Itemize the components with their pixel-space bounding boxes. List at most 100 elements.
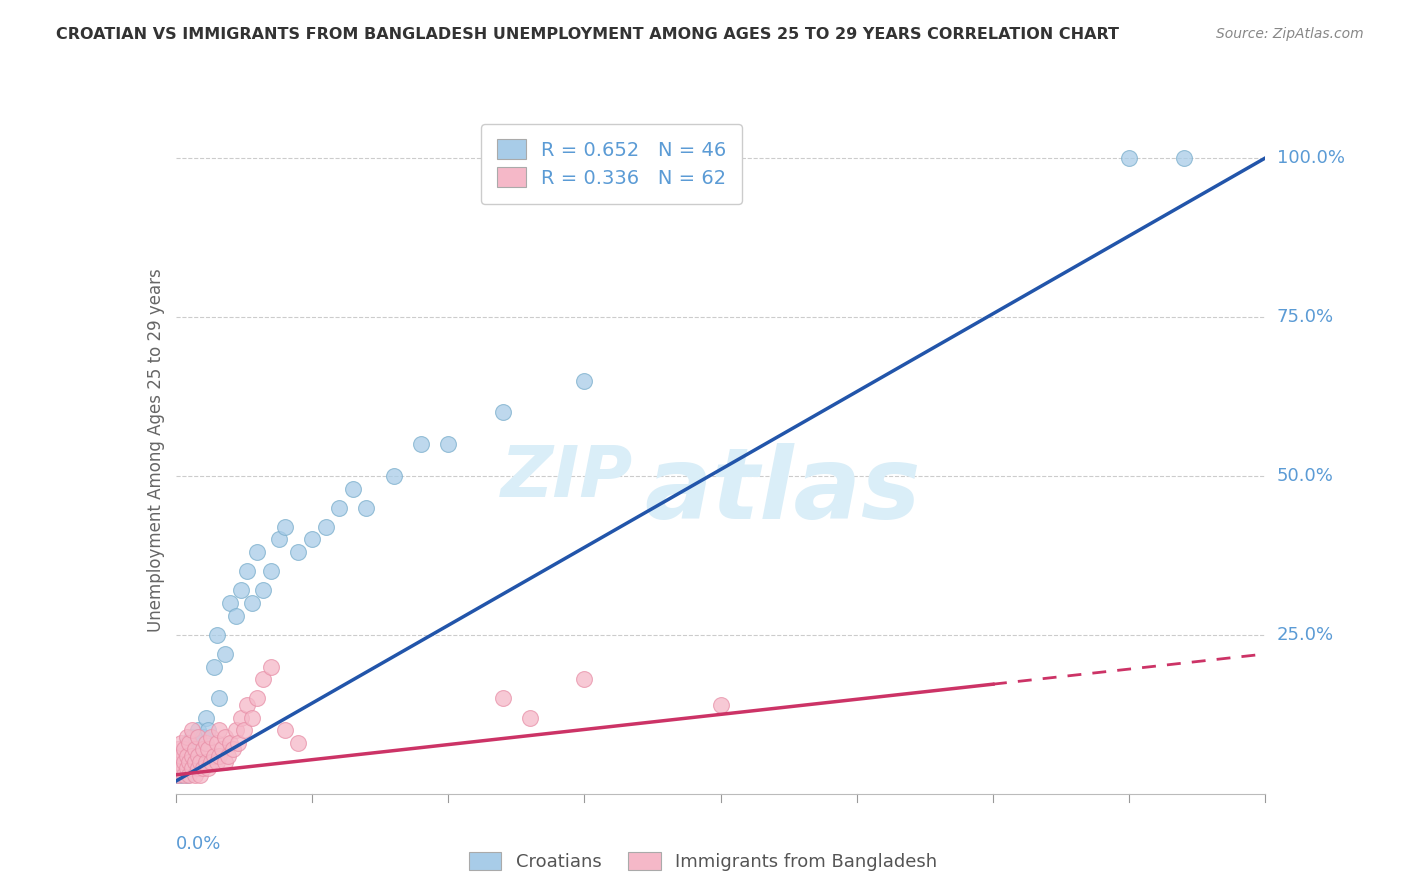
Point <box>179 736 201 750</box>
Point <box>211 742 233 756</box>
Point <box>188 768 211 782</box>
Point <box>165 748 187 763</box>
Point <box>219 736 242 750</box>
Point <box>231 583 253 598</box>
Point <box>208 748 231 763</box>
Point <box>173 768 195 782</box>
Point <box>167 755 190 769</box>
Point <box>191 742 214 756</box>
Point <box>173 755 195 769</box>
Text: atlas: atlas <box>644 443 921 541</box>
Point <box>409 437 432 451</box>
Point <box>179 755 201 769</box>
Text: CROATIAN VS IMMIGRANTS FROM BANGLADESH UNEMPLOYMENT AMONG AGES 25 TO 29 YEARS CO: CROATIAN VS IMMIGRANTS FROM BANGLADESH U… <box>56 27 1119 42</box>
Point <box>205 755 228 769</box>
Point <box>260 659 283 673</box>
Point <box>176 736 198 750</box>
Point <box>219 596 242 610</box>
Point <box>200 755 222 769</box>
Text: 25.0%: 25.0% <box>1277 626 1334 644</box>
Point <box>179 768 201 782</box>
Point <box>356 500 378 515</box>
Point <box>186 748 209 763</box>
Point <box>208 691 231 706</box>
Point <box>246 545 269 559</box>
Point <box>186 761 209 775</box>
Point <box>217 748 239 763</box>
Point <box>231 710 253 724</box>
Text: ZIP: ZIP <box>501 443 633 512</box>
Point <box>170 748 193 763</box>
Point <box>519 710 541 724</box>
Point <box>287 545 309 559</box>
Point <box>342 482 364 496</box>
Point <box>191 761 214 775</box>
Text: 0.0%: 0.0% <box>176 835 221 853</box>
Point <box>246 691 269 706</box>
Y-axis label: Unemployment Among Ages 25 to 29 years: Unemployment Among Ages 25 to 29 years <box>146 268 165 632</box>
Point <box>274 723 297 738</box>
Point <box>492 405 515 419</box>
Point <box>170 768 193 782</box>
Point <box>188 755 211 769</box>
Point <box>328 500 350 515</box>
Text: 100.0%: 100.0% <box>1277 149 1344 167</box>
Point <box>202 748 225 763</box>
Text: Source: ZipAtlas.com: Source: ZipAtlas.com <box>1216 27 1364 41</box>
Point <box>287 736 309 750</box>
Point <box>574 673 596 687</box>
Point <box>492 691 515 706</box>
Point <box>167 761 190 775</box>
Point <box>181 748 204 763</box>
Point <box>179 755 201 769</box>
Point <box>232 723 254 738</box>
Point <box>165 768 187 782</box>
Text: 75.0%: 75.0% <box>1277 308 1334 326</box>
Point <box>382 469 405 483</box>
Point <box>301 533 323 547</box>
Point <box>194 755 217 769</box>
Point <box>181 723 204 738</box>
Point <box>197 723 219 738</box>
Point <box>181 761 204 775</box>
Point <box>205 628 228 642</box>
Point <box>208 723 231 738</box>
Point <box>173 742 195 756</box>
Point <box>184 742 207 756</box>
Point <box>197 742 219 756</box>
Point <box>167 755 190 769</box>
Point <box>235 698 257 712</box>
Point <box>194 736 217 750</box>
Point <box>202 659 225 673</box>
Point <box>176 730 198 744</box>
Point <box>176 768 198 782</box>
Legend: R = 0.652   N = 46, R = 0.336   N = 62: R = 0.652 N = 46, R = 0.336 N = 62 <box>481 124 742 203</box>
Legend: Croatians, Immigrants from Bangladesh: Croatians, Immigrants from Bangladesh <box>461 845 945 879</box>
Point <box>222 742 245 756</box>
Point <box>176 761 198 775</box>
Point <box>170 761 193 775</box>
Point <box>240 710 263 724</box>
Point <box>170 736 193 750</box>
Point <box>235 564 257 578</box>
Point <box>252 583 274 598</box>
Point <box>269 533 291 547</box>
Point <box>167 768 190 782</box>
Point <box>200 730 222 744</box>
Point <box>173 742 195 756</box>
Point <box>205 736 228 750</box>
Point <box>173 761 195 775</box>
Point <box>225 608 247 623</box>
Point <box>181 730 204 744</box>
Point <box>274 520 297 534</box>
Point <box>170 748 193 763</box>
Point <box>228 736 250 750</box>
Point <box>188 736 211 750</box>
Point <box>710 698 733 712</box>
Point <box>167 742 190 756</box>
Point <box>181 742 204 756</box>
Point <box>260 564 283 578</box>
Point <box>184 755 207 769</box>
Point <box>1173 151 1195 165</box>
Point <box>197 761 219 775</box>
